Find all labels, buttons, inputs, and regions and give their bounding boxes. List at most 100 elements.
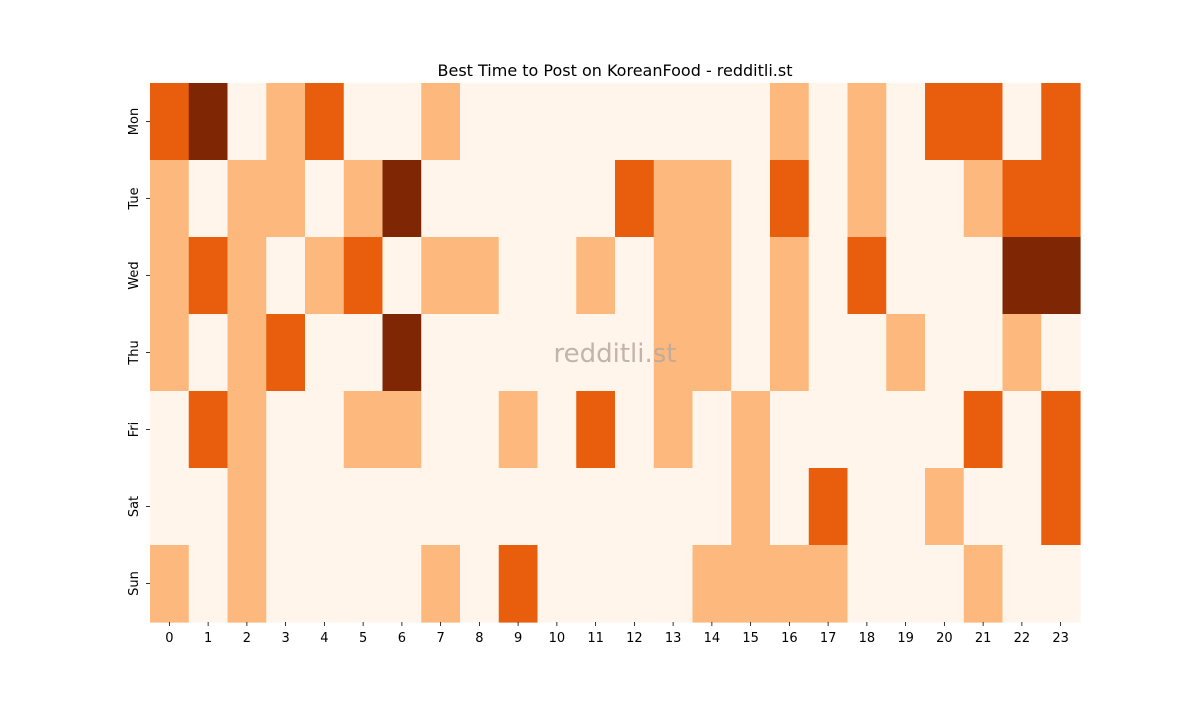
heatmap-cell-fri-20 xyxy=(925,391,965,469)
heatmap-cell-tue-17 xyxy=(808,160,849,238)
heatmap-cell-tue-9 xyxy=(498,160,539,238)
heatmap-cell-mon-4 xyxy=(305,83,345,161)
heatmap-cell-thu-2 xyxy=(227,314,267,392)
heatmap-cell-mon-5 xyxy=(343,83,384,161)
x-tick-label: 6 xyxy=(398,631,406,646)
heatmap-cell-tue-5 xyxy=(343,160,384,238)
heatmap-cell-sun-20 xyxy=(925,545,965,623)
heatmap-cell-sun-17 xyxy=(808,545,849,623)
x-tick-label: 21 xyxy=(975,631,992,646)
heatmap-cell-wed-2 xyxy=(227,237,267,315)
x-tick-label: 18 xyxy=(859,631,876,646)
heatmap-cell-mon-22 xyxy=(1002,83,1042,161)
heatmap-cell-sat-10 xyxy=(537,468,577,546)
heatmap-cell-sat-11 xyxy=(576,468,616,546)
heatmap-cell-sun-19 xyxy=(886,545,926,623)
x-tick-label: 9 xyxy=(514,631,522,646)
heatmap-cell-wed-4 xyxy=(305,237,345,315)
heatmap-cell-fri-23 xyxy=(1041,391,1081,469)
heatmap-cell-tue-20 xyxy=(925,160,965,238)
heatmap-cell-mon-12 xyxy=(615,83,655,161)
heatmap-cell-wed-10 xyxy=(537,237,577,315)
heatmap-cell-mon-9 xyxy=(498,83,539,161)
heatmap-cell-tue-18 xyxy=(847,160,887,238)
heatmap-cell-mon-17 xyxy=(808,83,849,161)
heatmap-cell-sun-4 xyxy=(305,545,345,623)
heatmap-cell-fri-1 xyxy=(188,391,229,469)
heatmap-cell-tue-14 xyxy=(692,160,732,238)
heatmap-cell-wed-22 xyxy=(1002,237,1042,315)
heatmap-cell-mon-21 xyxy=(963,83,1004,161)
heatmap-cell-fri-16 xyxy=(770,391,810,469)
heatmap-cell-thu-16 xyxy=(770,314,810,392)
watermark: redditli.st xyxy=(554,339,677,369)
heatmap-cell-tue-19 xyxy=(886,160,926,238)
heatmap-cell-tue-1 xyxy=(188,160,229,238)
heatmap-cell-tue-2 xyxy=(227,160,267,238)
x-tick-label: 19 xyxy=(897,631,914,646)
heatmap-cell-tue-8 xyxy=(460,160,500,238)
x-tick-label: 23 xyxy=(1052,631,1069,646)
heatmap-cell-mon-13 xyxy=(653,83,694,161)
heatmap-cell-tue-15 xyxy=(731,160,771,238)
heatmap-cell-mon-3 xyxy=(266,83,306,161)
heatmap-cell-thu-19 xyxy=(886,314,926,392)
heatmap-cell-sun-13 xyxy=(653,545,694,623)
heatmap-cell-sat-0 xyxy=(150,468,190,546)
heatmap-cell-wed-20 xyxy=(925,237,965,315)
heatmap-cell-wed-15 xyxy=(731,237,771,315)
y-tick-label: Sun xyxy=(127,571,142,596)
y-axis: Mon Tue Wed Thu Fri Sat Sun xyxy=(127,108,150,596)
heatmap-cell-sun-18 xyxy=(847,545,887,623)
heatmap-cell-sun-11 xyxy=(576,545,616,623)
heatmap-cell-thu-10 xyxy=(537,314,577,392)
heatmap-cell-sun-0 xyxy=(150,545,190,623)
y-tick-label: Thu xyxy=(127,340,142,365)
heatmap-cell-fri-17 xyxy=(808,391,849,469)
heatmap-cell-sun-9 xyxy=(498,545,539,623)
heatmap-cell-wed-16 xyxy=(770,237,810,315)
heatmap-cell-wed-11 xyxy=(576,237,616,315)
heatmap-cell-thu-20 xyxy=(925,314,965,392)
x-tick-label: 5 xyxy=(359,631,367,646)
heatmap-cell-thu-5 xyxy=(343,314,384,392)
heatmap-cell-sun-14 xyxy=(692,545,732,623)
heatmap-cell-mon-10 xyxy=(537,83,577,161)
heatmap-cell-mon-20 xyxy=(925,83,965,161)
heatmap-cell-thu-8 xyxy=(460,314,500,392)
y-tick-label: Wed xyxy=(127,261,142,289)
heatmap-cell-tue-0 xyxy=(150,160,190,238)
heatmap-cell-sat-23 xyxy=(1041,468,1081,546)
heatmap-cell-tue-11 xyxy=(576,160,616,238)
heatmap-cell-wed-7 xyxy=(421,237,461,315)
heatmap-cell-fri-10 xyxy=(537,391,577,469)
heatmap-cell-thu-4 xyxy=(305,314,345,392)
heatmap-cell-sat-22 xyxy=(1002,468,1042,546)
heatmap-cell-sat-18 xyxy=(847,468,887,546)
heatmap-cell-wed-19 xyxy=(886,237,926,315)
heatmap-cell-sat-9 xyxy=(498,468,539,546)
heatmap-cell-tue-13 xyxy=(653,160,694,238)
heatmap-cell-sat-19 xyxy=(886,468,926,546)
heatmap-cell-wed-13 xyxy=(653,237,694,315)
heatmap-cell-thu-7 xyxy=(421,314,461,392)
heatmap-cell-wed-18 xyxy=(847,237,887,315)
y-tick-label: Mon xyxy=(127,108,142,135)
x-tick-label: 22 xyxy=(1014,631,1031,646)
heatmap-cell-mon-0 xyxy=(150,83,190,161)
heatmap-cell-sun-23 xyxy=(1041,545,1081,623)
heatmap-cell-sat-6 xyxy=(382,468,422,546)
heatmap-cell-fri-19 xyxy=(886,391,926,469)
heatmap-cell-tue-16 xyxy=(770,160,810,238)
heatmap-cell-sun-15 xyxy=(731,545,771,623)
heatmap-cell-sun-21 xyxy=(963,545,1004,623)
heatmap-cell-sun-3 xyxy=(266,545,306,623)
heatmap-cell-sat-7 xyxy=(421,468,461,546)
y-tick-label: Tue xyxy=(127,187,142,210)
heatmap-cells xyxy=(150,83,1081,623)
heatmap-cell-mon-19 xyxy=(886,83,926,161)
heatmap-cell-wed-1 xyxy=(188,237,229,315)
heatmap-cell-wed-9 xyxy=(498,237,539,315)
heatmap-cell-mon-23 xyxy=(1041,83,1081,161)
heatmap-cell-thu-17 xyxy=(808,314,849,392)
